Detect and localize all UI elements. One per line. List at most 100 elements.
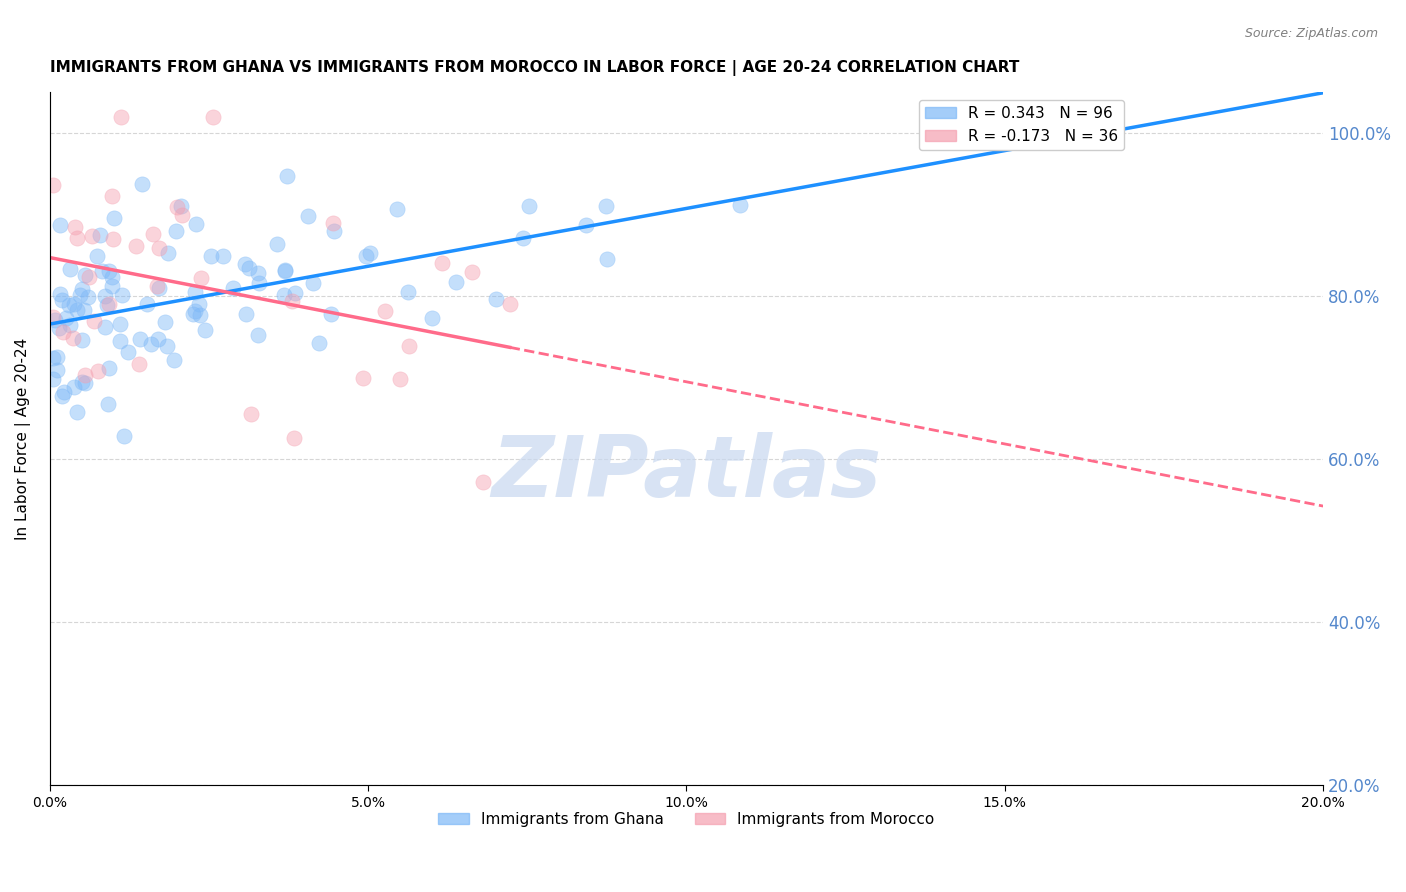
Point — [201, 110, 224, 124]
Point — [128, 357, 150, 371]
Point — [100, 189, 122, 203]
Point — [103, 232, 125, 246]
Point — [72, 376, 94, 390]
Point — [181, 307, 204, 321]
Point — [46, 350, 69, 364]
Point — [142, 227, 165, 242]
Point — [59, 318, 82, 332]
Point — [87, 364, 110, 378]
Point — [170, 208, 193, 222]
Point — [135, 297, 157, 311]
Point — [114, 428, 136, 442]
Point — [184, 218, 207, 232]
Point — [166, 200, 188, 214]
Point — [117, 344, 139, 359]
Point — [42, 351, 65, 365]
Point — [200, 249, 222, 263]
Point — [49, 218, 72, 232]
Point — [63, 219, 86, 234]
Point — [499, 296, 522, 310]
Point — [46, 362, 69, 376]
Point — [108, 317, 131, 331]
Point — [110, 110, 132, 124]
Point — [146, 332, 169, 346]
Point — [62, 331, 84, 345]
Point — [430, 256, 453, 270]
Point — [575, 218, 598, 232]
Point — [49, 287, 72, 301]
Point — [51, 388, 73, 402]
Point — [359, 245, 381, 260]
Point — [187, 297, 209, 311]
Point — [75, 368, 97, 382]
Point — [89, 228, 111, 243]
Point — [352, 371, 374, 385]
Point — [319, 308, 342, 322]
Point — [281, 294, 304, 309]
Point — [385, 202, 408, 217]
Point — [389, 372, 412, 386]
Point — [148, 241, 170, 255]
Point — [238, 261, 260, 276]
Point — [444, 275, 467, 289]
Point — [517, 199, 540, 213]
Point — [77, 270, 100, 285]
Point — [485, 293, 508, 307]
Point — [52, 325, 75, 339]
Point — [240, 407, 263, 421]
Point — [53, 385, 76, 400]
Point — [69, 287, 91, 301]
Point — [184, 304, 207, 318]
Point — [80, 228, 103, 243]
Point — [97, 397, 120, 411]
Point — [398, 339, 420, 353]
Point — [184, 285, 207, 299]
Point — [42, 310, 65, 324]
Point — [98, 361, 121, 376]
Point — [73, 303, 96, 318]
Point — [157, 246, 180, 260]
Point — [70, 333, 93, 347]
Point — [170, 199, 193, 213]
Text: Source: ZipAtlas.com: Source: ZipAtlas.com — [1244, 27, 1378, 40]
Point — [356, 249, 378, 263]
Point — [62, 380, 84, 394]
Point — [322, 216, 344, 230]
Point — [374, 304, 396, 318]
Point — [66, 405, 89, 419]
Point — [146, 279, 169, 293]
Point — [276, 169, 298, 183]
Point — [58, 297, 80, 311]
Legend: Immigrants from Ghana, Immigrants from Morocco: Immigrants from Ghana, Immigrants from M… — [432, 805, 941, 833]
Point — [51, 293, 73, 307]
Point — [93, 319, 115, 334]
Point — [512, 231, 534, 245]
Point — [595, 199, 617, 213]
Point — [273, 264, 295, 278]
Text: ZIPatlas: ZIPatlas — [491, 432, 882, 515]
Point — [274, 263, 297, 277]
Point — [420, 310, 443, 325]
Point — [93, 289, 115, 303]
Y-axis label: In Labor Force | Age 20-24: In Labor Force | Age 20-24 — [15, 338, 31, 540]
Point — [461, 265, 484, 279]
Point — [44, 312, 66, 326]
Point — [59, 261, 82, 276]
Point — [155, 338, 177, 352]
Point — [75, 376, 97, 390]
Point — [211, 249, 233, 263]
Point — [190, 308, 212, 322]
Point — [96, 298, 118, 312]
Point — [141, 336, 163, 351]
Point — [98, 264, 121, 278]
Point — [471, 475, 494, 489]
Point — [246, 266, 269, 280]
Point — [128, 333, 150, 347]
Point — [103, 211, 125, 225]
Point — [101, 270, 124, 285]
Point — [42, 372, 65, 386]
Point — [111, 288, 134, 302]
Point — [728, 198, 751, 212]
Point — [91, 264, 114, 278]
Point — [323, 224, 346, 238]
